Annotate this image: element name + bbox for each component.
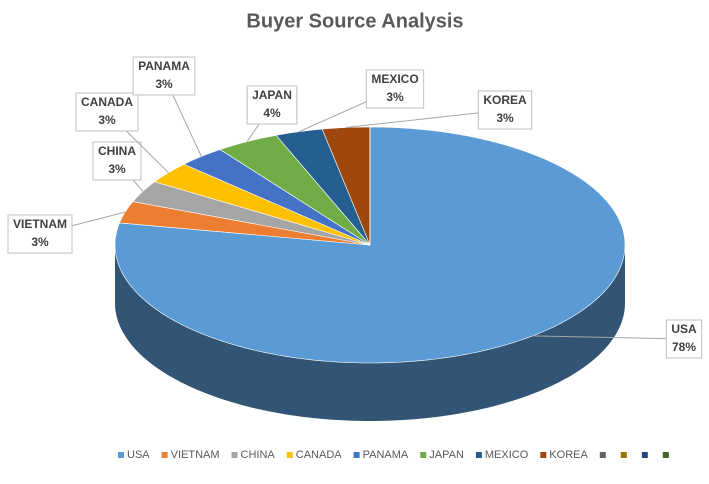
legend-label: USA [127,449,150,461]
legend-swatch [599,452,606,458]
label-category: JAPAN [252,88,292,102]
label-box [132,56,196,96]
pie-slice [275,128,371,246]
data-label: PANAMA 3% [132,56,196,96]
slice-sides [115,245,625,421]
legend-swatch [475,452,482,458]
label-value: 3% [386,90,404,104]
legend-label: CANADA [296,449,343,461]
label-value: 3% [108,162,126,176]
label-value: 78% [672,340,696,354]
label-category: MEXICO [371,72,418,86]
label-value: 3% [496,111,514,125]
data-label: KOREA 3% [477,90,533,130]
pie-slice [321,126,371,246]
legend-label: PANAMA [363,449,409,461]
label-category: KOREA [483,93,527,107]
legend-swatch [662,452,669,458]
legend-swatch [641,452,648,458]
slice-side [115,245,625,421]
slice-tops [114,126,626,364]
legend-swatch [118,452,124,458]
label-value: 4% [263,106,281,120]
leader-line [532,335,685,340]
label-value: 3% [155,77,173,91]
label-value: 3% [31,235,49,249]
data-label: CHINA 3% [92,141,142,181]
data-label: JAPAN 4% [246,85,298,125]
label-box [365,69,425,109]
legend-label: KOREA [549,449,588,461]
legend-swatch [620,452,627,458]
legend-label: JAPAN [429,449,464,461]
legend-label: CHINA [241,449,276,461]
data-label: MEXICO 3% [365,69,425,109]
label-box [665,319,703,359]
data-label: USA 78% [665,319,703,359]
data-label: VIETNAM 3% [7,214,73,254]
legend-swatch [161,452,168,458]
label-category: USA [671,322,697,336]
data-labels: USA 78% VIETNAM 3% CHINA 3% CANADA 3% PANAMA 3% JA… [7,56,703,359]
label-box [7,214,73,254]
legend-swatch [286,452,293,458]
data-label: CANADA 3% [75,92,139,132]
legend-swatch [540,452,547,458]
legend-swatch [231,452,238,458]
label-box [75,92,139,132]
legend: USA VIETNAM CHINA CANADA PANAMA JAPAN MEXICO KO… [118,449,669,461]
legend-label: VIETNAM [171,449,220,461]
label-box [246,85,298,125]
pie-slice [219,134,371,246]
chart-title: Buyer Source Analysis [246,10,463,32]
label-category: PANAMA [138,59,190,73]
label-box [477,90,533,130]
label-category: CHINA [98,144,136,158]
legend-swatch [353,452,360,458]
label-box [92,141,142,181]
label-value: 3% [98,113,116,127]
legend-swatch [420,452,427,458]
label-category: CANADA [81,95,133,109]
legend-label: MEXICO [485,449,529,461]
label-category: VIETNAM [13,217,67,231]
